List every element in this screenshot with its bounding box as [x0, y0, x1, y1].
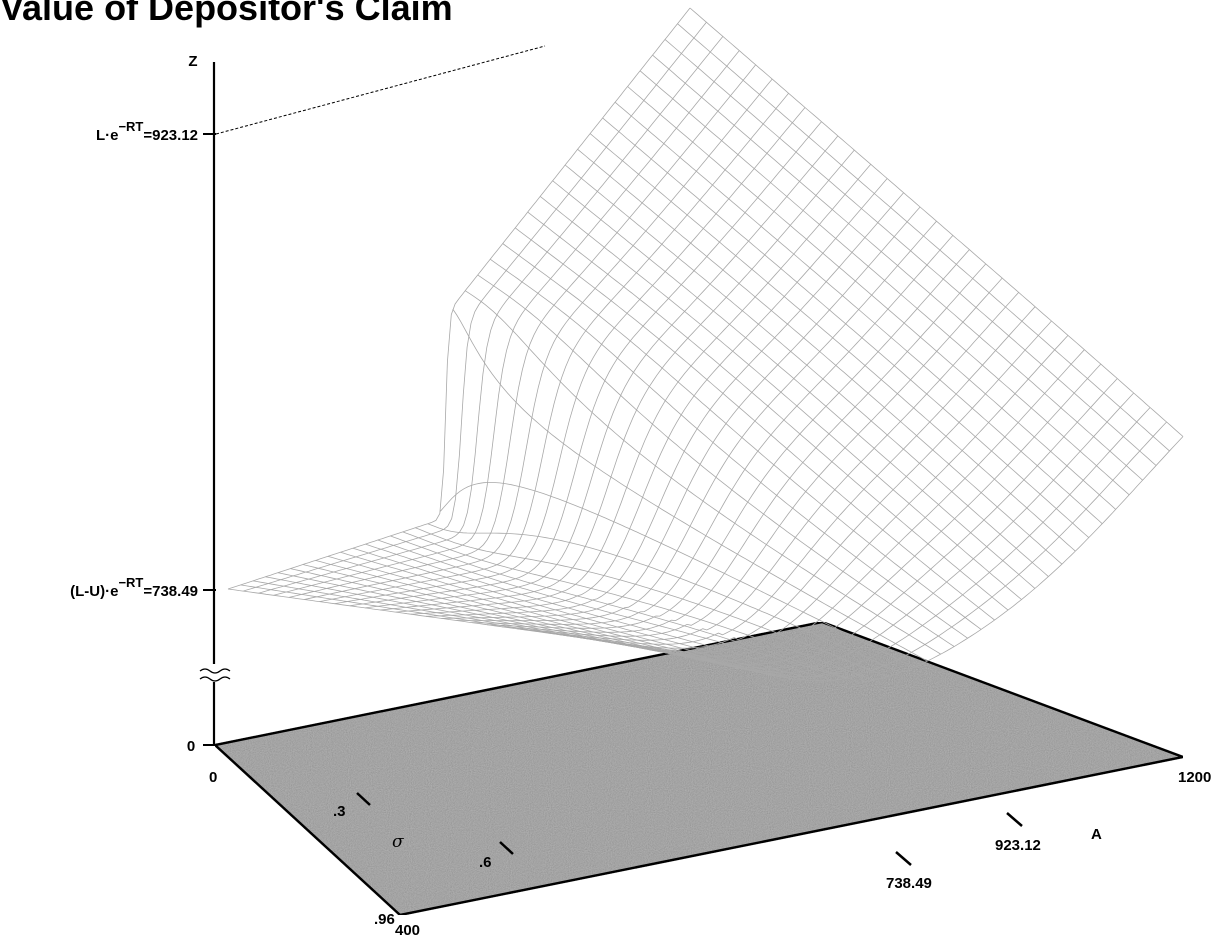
mesh-line-a: [464, 290, 941, 655]
z-tick-738-sup: −RT: [118, 575, 143, 590]
mesh-line-a: [352, 547, 820, 682]
mesh-line-sigma: [304, 78, 773, 600]
mesh-line-a: [502, 243, 982, 630]
mesh-line-a: [377, 539, 847, 679]
mesh-line-a: [514, 227, 995, 621]
sigma-tick-label-0: 0: [209, 769, 217, 786]
a-tick-label-738: 738.49: [886, 875, 932, 892]
floor-plane: [212, 620, 1188, 917]
sigma-axis-label: σ: [392, 832, 404, 852]
a-tick-label-400: 400: [395, 922, 420, 939]
mesh-line-sigma: [395, 164, 872, 613]
mesh-line-sigma: [593, 349, 1085, 657]
mesh-line-a: [440, 482, 914, 668]
mesh-line-a: [452, 308, 928, 662]
mesh-line-sigma: [532, 292, 1019, 641]
mesh-line-a: [564, 164, 1049, 577]
mesh-line-a: [427, 523, 901, 673]
mesh-line-a: [677, 23, 1170, 452]
mesh-line-sigma: [456, 220, 937, 622]
mesh-line-a: [652, 54, 1143, 481]
mesh-line-a: [527, 211, 1009, 611]
mesh-line-a: [340, 551, 807, 681]
z-tick-738-value: =738.49: [143, 583, 198, 600]
mesh-line-a: [415, 527, 888, 678]
sigma-tick-label-096: .96: [374, 911, 395, 928]
z-axis-break-mark: [199, 668, 231, 682]
mesh-line-sigma: [502, 263, 987, 633]
z-tick-923-value: =923.12: [143, 127, 198, 144]
sigma-tick-label-06: .6: [479, 854, 492, 871]
mesh-line-a: [302, 564, 766, 675]
mesh-line-sigma: [319, 93, 789, 602]
mesh-line-a: [477, 274, 955, 647]
sigma-tick-06: [499, 841, 514, 855]
z-tick-label-0: 0: [187, 738, 195, 755]
z-axis-label: Z: [188, 53, 197, 70]
mesh-line-sigma: [380, 149, 855, 611]
chart-title: Value of Depositor's Claim: [0, 0, 453, 28]
mesh-line-sigma: [486, 249, 970, 629]
z-tick-738-base: (L-U)·e: [70, 583, 118, 600]
mesh-line-a: [277, 572, 739, 668]
mesh-line-sigma: [334, 107, 806, 605]
mesh-line-sigma: [410, 178, 888, 615]
mesh-line-a: [390, 535, 861, 683]
mesh-line-sigma: [273, 50, 740, 596]
mesh-line-sigma: [365, 135, 839, 609]
mesh-line-a: [365, 543, 834, 681]
mesh-line-sigma: [349, 121, 822, 607]
mesh-line-a: [689, 7, 1184, 437]
mesh-line-a: [290, 568, 753, 672]
mesh-line-a: [614, 101, 1103, 524]
mesh-line-sigma: [517, 277, 1003, 637]
mesh-line-a: [489, 258, 968, 639]
a-tick-label-1200: 1200: [1178, 769, 1211, 786]
z-tick-923-base: L·e: [96, 127, 119, 144]
mesh-line-sigma: [684, 436, 1184, 683]
mesh-line-a: [639, 70, 1130, 496]
a-axis-label: A: [1091, 826, 1102, 843]
mesh-line-sigma: [288, 64, 757, 598]
mesh-line-sigma: [608, 363, 1102, 661]
mesh-line-a: [552, 180, 1036, 589]
z-tick-label-923: L·e−RT=923.12: [96, 119, 198, 144]
mesh-line-a: [327, 556, 793, 680]
mesh-line-a: [589, 133, 1076, 552]
mesh-line-a: [402, 531, 874, 681]
mesh-line-a: [315, 560, 780, 678]
sigma-tick-03: [356, 792, 371, 806]
guide-upper-plateau: [215, 45, 546, 135]
sigma-tick-label-03: .3: [333, 803, 346, 820]
mesh-line-sigma: [243, 21, 707, 592]
z-tick-923-sup: −RT: [118, 119, 143, 134]
mesh-line-sigma: [471, 235, 954, 625]
mesh-line-a: [577, 148, 1063, 565]
a-tick-923: [1006, 812, 1023, 827]
a-tick-738: [895, 851, 912, 866]
mesh-line-sigma: [425, 192, 904, 617]
mesh-line-sigma: [258, 36, 724, 594]
mesh-line-a: [664, 39, 1157, 466]
a-tick-label-923: 923.12: [995, 837, 1041, 854]
mesh-line-a: [539, 196, 1022, 600]
surface-mesh: [227, 7, 1184, 683]
mesh-line-sigma: [441, 206, 921, 619]
mesh-line-a: [627, 86, 1116, 510]
mesh-line-a: [602, 117, 1090, 538]
z-tick-label-738: (L-U)·e−RT=738.49: [70, 575, 198, 600]
mesh-line-sigma: [227, 7, 691, 590]
